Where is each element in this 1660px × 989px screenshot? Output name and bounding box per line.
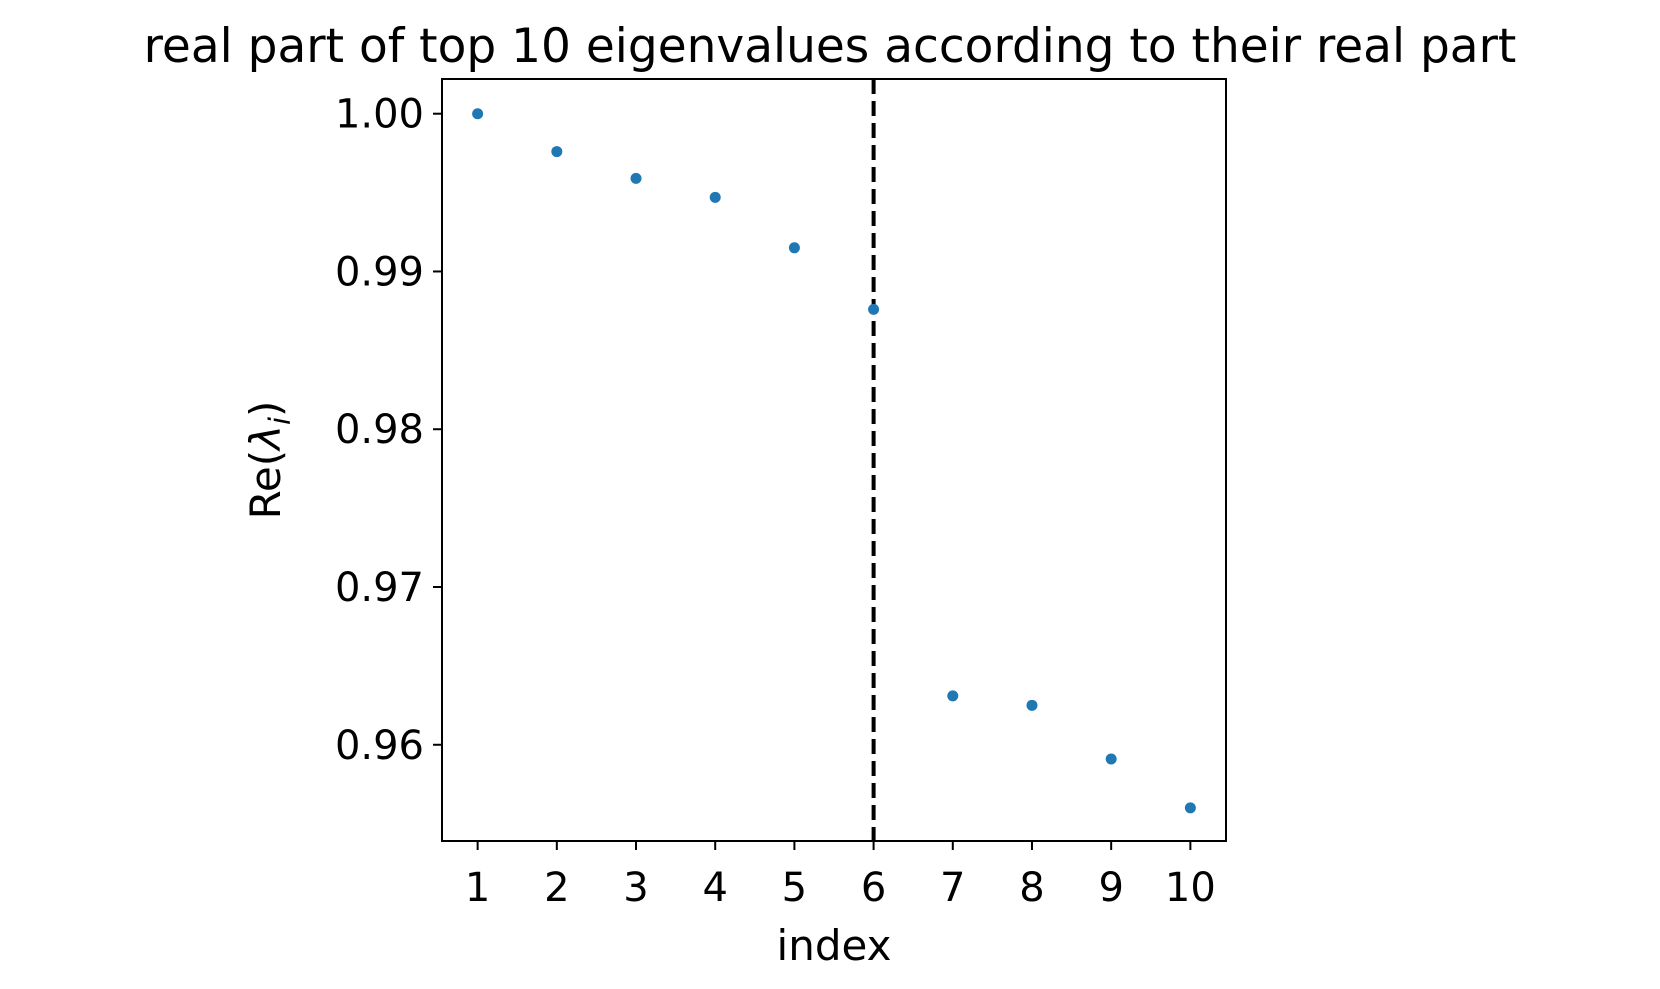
y-axis-label-prefix: Re( xyxy=(241,450,290,520)
data-point xyxy=(472,108,483,119)
data-point xyxy=(631,173,642,184)
y-tick-label: 0.99 xyxy=(335,249,424,295)
x-tick-label: 1 xyxy=(465,865,490,911)
data-point xyxy=(1106,753,1117,764)
data-point xyxy=(789,242,800,253)
x-axis-label: index xyxy=(777,921,892,970)
x-tick-label: 4 xyxy=(702,865,727,911)
x-tick-label: 3 xyxy=(623,865,648,911)
data-point xyxy=(947,690,958,701)
x-tick-label: 5 xyxy=(782,865,807,911)
x-tick-label: 10 xyxy=(1165,865,1216,911)
x-tick-label: 9 xyxy=(1098,865,1123,911)
data-point xyxy=(710,192,721,203)
y-tick-label: 0.97 xyxy=(335,565,424,611)
x-tick-label: 2 xyxy=(544,865,569,911)
x-tick-label: 8 xyxy=(1019,865,1044,911)
y-axis-label-subscript: i xyxy=(263,417,297,425)
y-tick-label: 0.96 xyxy=(335,723,424,769)
data-point xyxy=(1026,700,1037,711)
y-axis-label-suffix: ) xyxy=(241,401,290,417)
y-axis-label-symbol: λ xyxy=(241,425,290,452)
x-tick-label: 6 xyxy=(861,865,886,911)
y-tick-label: 1.00 xyxy=(335,92,424,138)
data-point xyxy=(868,304,879,315)
x-tick-label: 7 xyxy=(940,865,965,911)
data-point xyxy=(1185,802,1196,813)
chart-title: real part of top 10 eigenvalues accordin… xyxy=(144,19,1517,74)
data-point xyxy=(551,146,562,157)
y-tick-label: 0.98 xyxy=(335,407,424,453)
